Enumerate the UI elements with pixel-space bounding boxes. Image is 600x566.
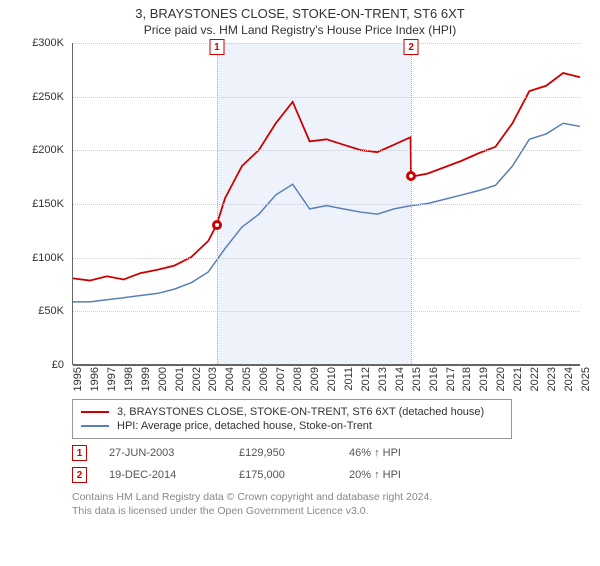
y-tick-label: £250K — [32, 91, 64, 103]
x-tick-label: 2022 — [529, 367, 541, 391]
footer-line-1: Contains HM Land Registry data © Crown c… — [72, 491, 580, 505]
event-row: 2 19-DEC-2014£175,00020% ↑ HPI — [72, 467, 580, 483]
legend-swatch — [81, 411, 109, 413]
event-row: 1 27-JUN-2003£129,95046% ↑ HPI — [72, 445, 580, 461]
event-point-inner — [215, 223, 219, 227]
x-tick-label: 2009 — [309, 367, 321, 391]
y-tick-label: £0 — [52, 359, 64, 371]
event-price: £175,000 — [239, 469, 349, 481]
plot-area: 12 — [72, 43, 580, 365]
legend-label: HPI: Average price, detached house, Stok… — [117, 420, 372, 432]
event-price: £129,950 — [239, 447, 349, 459]
event-id-box: 2 — [72, 467, 87, 483]
event-list: 1 27-JUN-2003£129,95046% ↑ HPI 2 19-DEC-201… — [72, 445, 580, 483]
y-tick-label: £300K — [32, 37, 64, 49]
legend-row: 3, BRAYSTONES CLOSE, STOKE-ON-TRENT, ST6… — [81, 406, 503, 418]
gridline-h — [73, 43, 580, 44]
chart-title: 3, BRAYSTONES CLOSE, STOKE-ON-TRENT, ST6… — [0, 6, 600, 21]
legend: 3, BRAYSTONES CLOSE, STOKE-ON-TRENT, ST6… — [72, 399, 512, 439]
x-tick-label: 1998 — [123, 367, 135, 391]
x-tick-label: 2003 — [207, 367, 219, 391]
gridline-h — [73, 204, 580, 205]
gridline-h — [73, 150, 580, 151]
x-tick-label: 2006 — [258, 367, 270, 391]
footer-text: Contains HM Land Registry data © Crown c… — [72, 491, 580, 518]
x-tick-label: 2007 — [275, 367, 287, 391]
x-tick-label: 2004 — [224, 367, 236, 391]
legend-swatch — [81, 425, 109, 427]
x-tick-label: 1999 — [140, 367, 152, 391]
x-tick-label: 2001 — [174, 367, 186, 391]
y-tick-label: £150K — [32, 198, 64, 210]
x-tick-label: 2002 — [191, 367, 203, 391]
x-tick-label: 2016 — [428, 367, 440, 391]
x-tick-label: 2018 — [461, 367, 473, 391]
y-tick-label: £50K — [38, 305, 64, 317]
event-date: 19-DEC-2014 — [109, 469, 239, 481]
x-tick-label: 2020 — [495, 367, 507, 391]
x-tick-label: 2021 — [512, 367, 524, 391]
x-tick-label: 2012 — [360, 367, 372, 391]
x-tick-label: 2005 — [241, 367, 253, 391]
x-tick-label: 2010 — [326, 367, 338, 391]
event-point-inner — [409, 174, 413, 178]
x-tick-label: 2017 — [445, 367, 457, 391]
x-tick-label: 2013 — [377, 367, 389, 391]
gridline-h — [73, 311, 580, 312]
footer-line-2: This data is licensed under the Open Gov… — [72, 505, 580, 519]
gridline-h — [73, 97, 580, 98]
chart-area: £0£50K£100K£150K£200K£250K£300K 12 19951… — [20, 43, 580, 393]
legend-label: 3, BRAYSTONES CLOSE, STOKE-ON-TRENT, ST6… — [117, 406, 484, 418]
event-marker-line — [217, 43, 218, 364]
event-delta: 20% ↑ HPI — [349, 469, 401, 481]
y-tick-label: £200K — [32, 144, 64, 156]
x-tick-label: 2000 — [157, 367, 169, 391]
event-id-box: 1 — [72, 445, 87, 461]
event-date: 27-JUN-2003 — [109, 447, 239, 459]
x-tick-label: 1996 — [89, 367, 101, 391]
x-tick-label: 2011 — [343, 367, 355, 391]
event-delta: 46% ↑ HPI — [349, 447, 401, 459]
x-tick-label: 1995 — [72, 367, 84, 391]
x-tick-label: 2024 — [563, 367, 575, 391]
x-tick-label: 1997 — [106, 367, 118, 391]
x-tick-label: 2014 — [394, 367, 406, 391]
chart-subtitle: Price paid vs. HM Land Registry's House … — [0, 23, 600, 37]
x-tick-label: 2025 — [580, 367, 592, 391]
event-marker-box: 1 — [209, 39, 224, 55]
x-tick-label: 2015 — [411, 367, 423, 391]
x-tick-label: 2008 — [292, 367, 304, 391]
x-tick-label: 2019 — [478, 367, 490, 391]
x-tick-label: 2023 — [546, 367, 558, 391]
y-tick-label: £100K — [32, 252, 64, 264]
event-marker-line — [411, 43, 412, 364]
gridline-h — [73, 258, 580, 259]
event-marker-box: 2 — [404, 39, 419, 55]
legend-row: HPI: Average price, detached house, Stok… — [81, 420, 503, 432]
